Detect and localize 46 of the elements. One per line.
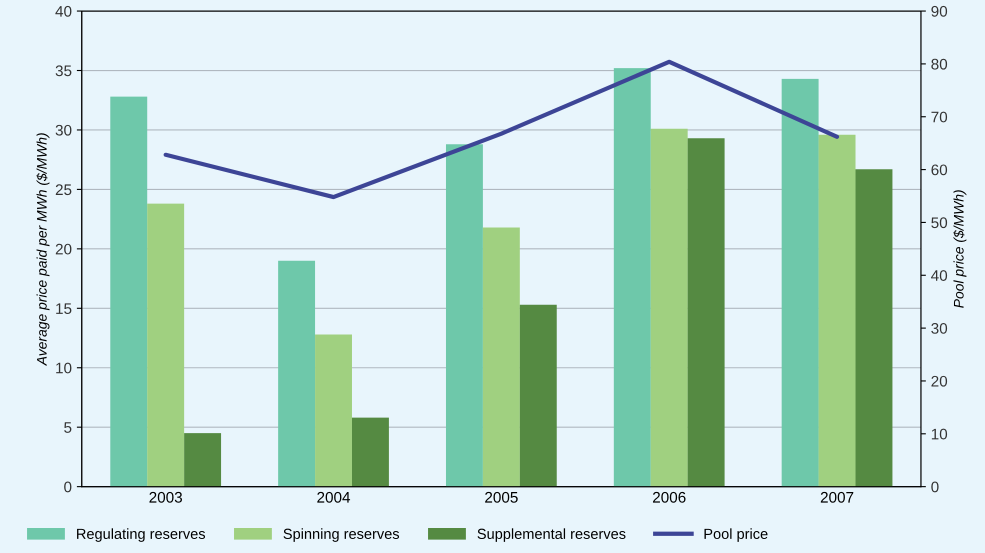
bar [110, 96, 148, 487]
line-series [164, 60, 840, 200]
y-tick-label: 30 [56, 124, 72, 136]
y2-tick-label: 30 [931, 322, 948, 334]
y-tick-label: 25 [56, 184, 72, 196]
x-tick-label: 2006 [652, 492, 686, 503]
bar [856, 169, 892, 487]
x-tick-label: 2003 [149, 492, 182, 503]
y2-tick-label: 0 [931, 482, 939, 492]
y2-tick-label: 60 [931, 164, 948, 176]
y-tick-label: 10 [56, 362, 72, 374]
y-tick-label: 40 [55, 6, 72, 17]
y-tick-label: 0 [64, 482, 72, 492]
bar [520, 304, 557, 487]
y-tick-label: 35 [56, 65, 72, 76]
y-tick-label: 15 [56, 303, 72, 314]
y2-tick-label: 80 [931, 58, 948, 70]
bar [782, 78, 819, 487]
bar [614, 68, 651, 487]
bar [482, 227, 520, 487]
bar [147, 204, 184, 487]
x-tick-label: 2005 [485, 492, 518, 503]
y2-tick-label: 10 [932, 428, 948, 440]
bar [446, 144, 483, 487]
y2-tick-label: 20 [931, 376, 948, 387]
bar [184, 433, 222, 487]
x-tick-label: 2004 [317, 492, 350, 503]
y2-tick-label: 40 [931, 270, 948, 281]
bar [315, 334, 352, 487]
y-axis-title: Average price paid per MWh ($/MWh) [36, 133, 50, 366]
legend-label: Spinning reserves [284, 528, 400, 542]
y2-axis-title: Pool price ($/MWh) [953, 190, 966, 308]
y2-tick-label: 70 [931, 112, 948, 122]
bar [650, 128, 688, 487]
legend-label: Supplemental reserves [478, 528, 626, 542]
y2-tick-label: 90 [931, 6, 948, 17]
bar [352, 418, 389, 487]
y2-tick-label: 50 [931, 217, 948, 228]
y-tick-label: 5 [64, 422, 72, 433]
legend-label: Regulating reserves [77, 528, 206, 542]
x-tick-label: 2007 [820, 492, 854, 503]
bar [818, 134, 856, 487]
legend-label: Pool price [704, 528, 768, 542]
bar [278, 260, 316, 487]
bar [688, 138, 725, 487]
y-tick-label: 20 [56, 244, 72, 255]
